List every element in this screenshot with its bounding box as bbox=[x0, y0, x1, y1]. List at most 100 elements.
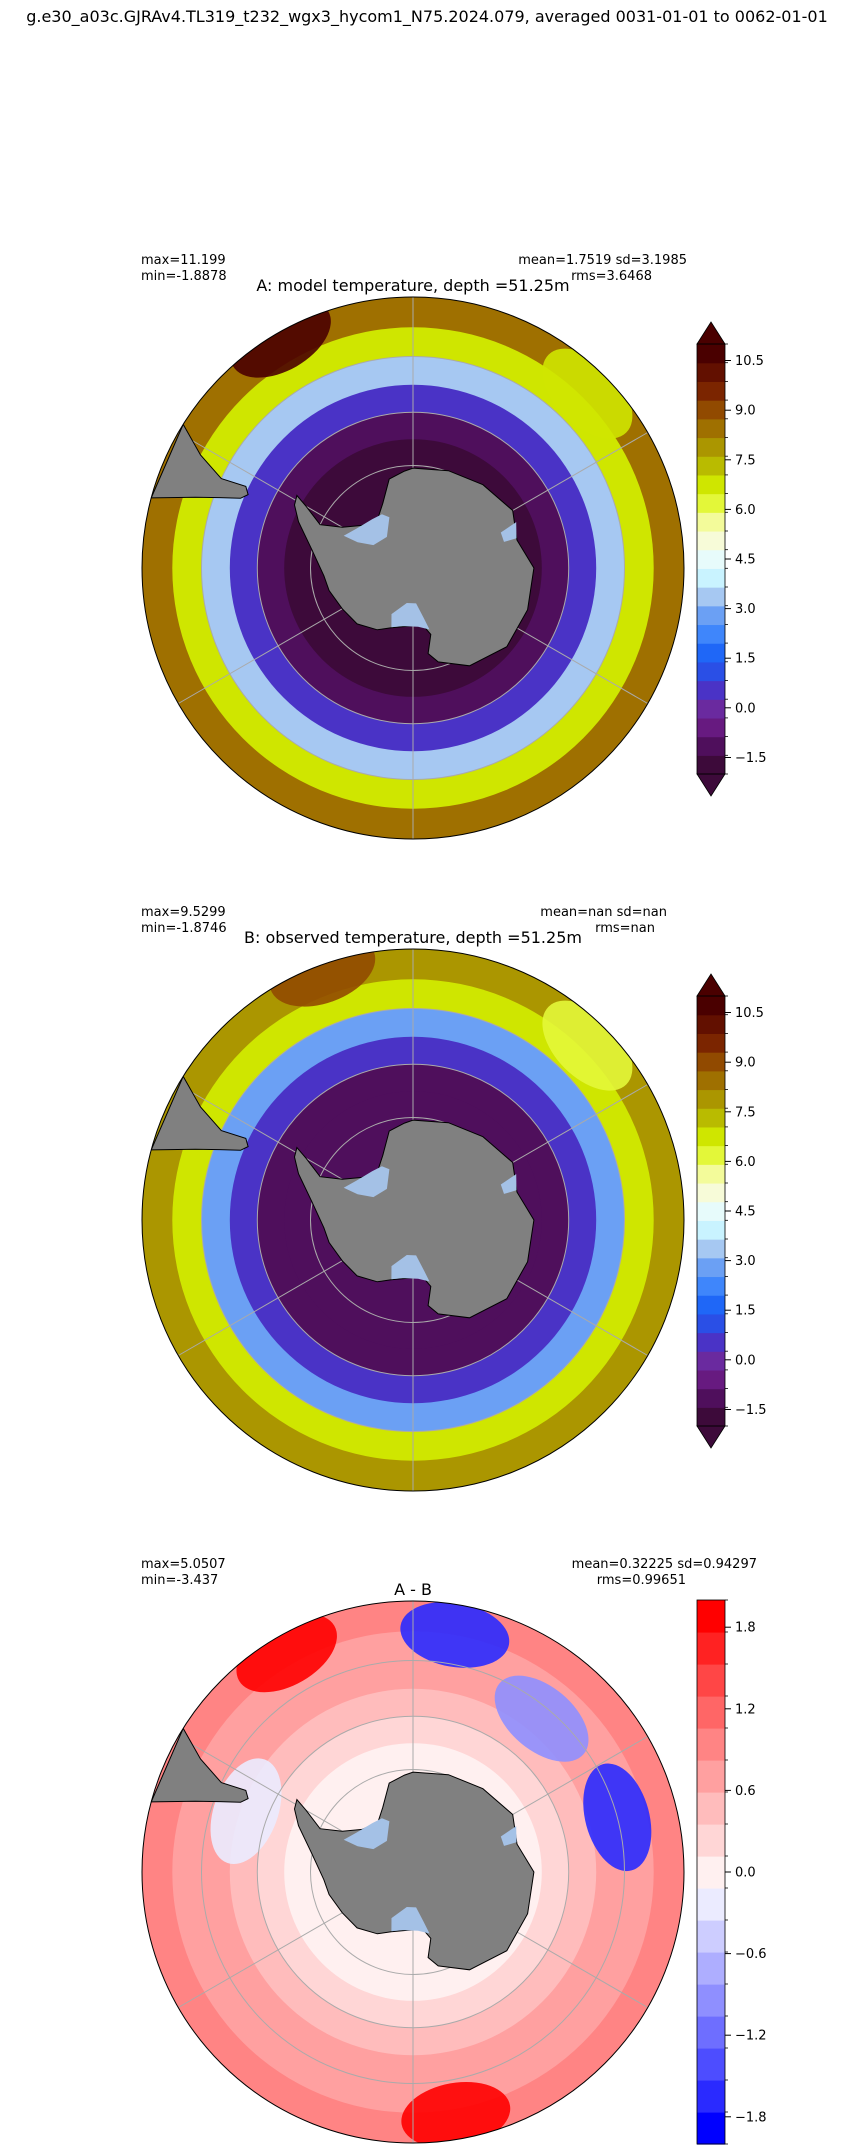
panel-c-rms: rms=0.99651 bbox=[597, 1573, 686, 1588]
panel-b-colorbar-band bbox=[697, 1295, 725, 1315]
panel-a-colorbar-tick-label: 10.5 bbox=[735, 354, 764, 369]
panel-b-map-frame bbox=[141, 948, 685, 1492]
panel-a-ice-shelf bbox=[500, 522, 517, 542]
panel-c-field-anomaly bbox=[494, 1675, 589, 1762]
panel-c-colorbar-band bbox=[697, 1632, 725, 1665]
panel-b-max: max=9.5299 bbox=[141, 905, 226, 920]
panel-a-map bbox=[141, 296, 685, 840]
panel-c-map bbox=[141, 1600, 685, 2144]
panel-b-ice-shelf bbox=[343, 1166, 390, 1198]
panel-a-ice-shelf bbox=[391, 603, 430, 630]
panel-a-colorbar-band bbox=[697, 661, 725, 682]
panel-b-south-america bbox=[150, 1075, 249, 1151]
panel-b-colorbar-tick-label: 3.0 bbox=[735, 1254, 756, 1269]
panel-a-colorbar-band bbox=[697, 587, 725, 607]
panel-b-colorbar-band bbox=[697, 1182, 725, 1203]
panel-b-colorbar-band bbox=[697, 1313, 725, 1334]
panel-a-colorbar-band bbox=[697, 699, 725, 719]
panel-c-colorbar-band bbox=[697, 1888, 725, 1921]
panel-a-colorbar-band bbox=[697, 362, 725, 382]
panel-b-colorbar-band bbox=[697, 1388, 725, 1408]
panel-c-colorbar-tick-label: 1.2 bbox=[735, 1702, 756, 1717]
panel-c-min: min=-3.437 bbox=[141, 1573, 218, 1588]
panel-b-colorbar-band bbox=[697, 1351, 725, 1371]
panel-a-colorbar-band bbox=[697, 680, 725, 700]
panel-c-field-anomaly bbox=[401, 2081, 511, 2143]
panel-c-colorbar-band bbox=[697, 2080, 725, 2113]
panel-a-colorbar-band bbox=[697, 568, 725, 588]
panel-a-mean-sd: mean=1.7519 sd=3.1985 bbox=[518, 253, 687, 268]
panel-b-colorbar-band bbox=[697, 1164, 725, 1184]
panel-a-colorbar-tick-label: 0.0 bbox=[735, 701, 756, 716]
panel-a-colorbar-band bbox=[697, 344, 725, 364]
panel-c-colorbar-band bbox=[697, 1856, 725, 1889]
panel-b-ice-shelf bbox=[391, 1255, 430, 1282]
panel-a: A: model temperature, depth =51.25m max=… bbox=[141, 253, 767, 840]
panel-a-rms: rms=3.6468 bbox=[571, 269, 652, 284]
panel-c-ice-shelf bbox=[343, 1818, 390, 1850]
panel-b-colorbar-tick-label: 0.0 bbox=[735, 1353, 756, 1368]
panel-c-colorbar-tick-label: −0.6 bbox=[735, 1947, 767, 1962]
panel-b-map bbox=[141, 948, 685, 1492]
panel-a-colorbar-band bbox=[697, 755, 725, 775]
panel-b-rms: rms=nan bbox=[595, 921, 655, 936]
panel-c-colorbar-band bbox=[697, 2048, 725, 2081]
panel-b-colorbar-band bbox=[697, 1052, 725, 1072]
panel-b: B: observed temperature, depth =51.25m m… bbox=[141, 905, 767, 1492]
panel-c-ice-shelf bbox=[391, 1907, 430, 1934]
panel-a-colorbar-band bbox=[697, 530, 725, 551]
panel-b-colorbar-band bbox=[697, 1070, 725, 1091]
panel-a-colorbar-band bbox=[697, 643, 725, 663]
panel-a-min: min=-1.8878 bbox=[141, 269, 227, 284]
panel-b-colorbar: −1.5 0.0 1.5 3.0 4.5 6.0 7.5 9.0 10.5 bbox=[696, 973, 767, 1449]
panel-a-colorbar-band bbox=[697, 474, 725, 495]
panel-a-ice-shelf bbox=[343, 514, 390, 546]
panel-a-colorbar-band bbox=[697, 512, 725, 532]
panel-b-colorbar-tick-label: 1.5 bbox=[735, 1304, 756, 1319]
panel-a-antarctica bbox=[293, 467, 535, 667]
panel-a-colorbar-band bbox=[697, 717, 725, 738]
panel-a-colorbar-band bbox=[697, 381, 725, 401]
panel-a-colorbar-band bbox=[697, 736, 725, 756]
panel-c-field-anomaly bbox=[400, 1601, 510, 1668]
panel-b-colorbar-tick-label: −1.5 bbox=[735, 1403, 767, 1418]
panel-b-colorbar-band bbox=[697, 1145, 725, 1165]
panel-c-ice-shelf bbox=[500, 1826, 517, 1846]
panel-b-colorbar-band bbox=[697, 1108, 725, 1128]
panel-b-colorbar-band bbox=[697, 1089, 725, 1109]
panel-c-colorbar-band bbox=[697, 2016, 725, 2049]
panel-b-min: min=-1.8746 bbox=[141, 921, 227, 936]
panel-b-colorbar-tick-label: 4.5 bbox=[735, 1205, 756, 1220]
panel-c-colorbar-band bbox=[697, 1792, 725, 1825]
panel-a-colorbar-tick-label: 3.0 bbox=[735, 602, 756, 617]
panel-a-colorbar-extend-max bbox=[696, 321, 726, 345]
panel-b-colorbar-band bbox=[697, 1033, 725, 1053]
panel-c-colorbar-tick-label: 0.0 bbox=[735, 1866, 756, 1881]
panel-b-colorbar-band bbox=[697, 1239, 725, 1259]
panel-c-colorbar-band bbox=[697, 1984, 725, 2017]
panel-b-colorbar-band bbox=[697, 1257, 725, 1278]
panel-a-colorbar-band bbox=[697, 437, 725, 457]
panel-c-colorbar-band bbox=[697, 1760, 725, 1793]
panel-a-colorbar-band bbox=[697, 605, 725, 626]
panel-c-colorbar-tick-label: −1.2 bbox=[735, 2029, 767, 2044]
panel-c-colorbar-band bbox=[697, 1600, 725, 1633]
panel-c-colorbar-band bbox=[697, 2112, 725, 2145]
panel-a-colorbar-extend-min bbox=[696, 773, 726, 797]
panel-b-title: B: observed temperature, depth =51.25m bbox=[244, 928, 582, 947]
panel-b-colorbar-tick-label: 7.5 bbox=[735, 1105, 756, 1120]
panel-c-colorbar-band bbox=[697, 1696, 725, 1729]
panel-c: A - B max=5.0507 min=-3.437 mean=0.32225… bbox=[141, 1557, 767, 2145]
panel-b-colorbar-tick-label: 10.5 bbox=[735, 1006, 764, 1021]
panel-c-colorbar: −1.8 −1.2 −0.6 0.0 0.6 1.2 1.8 bbox=[696, 1599, 767, 2145]
panel-a-colorbar-band bbox=[697, 418, 725, 439]
panel-a-map-frame bbox=[141, 296, 685, 840]
panel-a-colorbar-band bbox=[697, 493, 725, 513]
panel-a-colorbar-tick-label: −1.5 bbox=[735, 751, 767, 766]
panel-b-colorbar-tick-label: 9.0 bbox=[735, 1056, 756, 1071]
panel-a-max: max=11.199 bbox=[141, 253, 226, 268]
panel-c-antarctica bbox=[293, 1771, 535, 1971]
panel-b-colorbar-band bbox=[697, 1276, 725, 1296]
panel-b-colorbar-band bbox=[697, 1407, 725, 1427]
panel-c-colorbar-band bbox=[697, 1664, 725, 1697]
